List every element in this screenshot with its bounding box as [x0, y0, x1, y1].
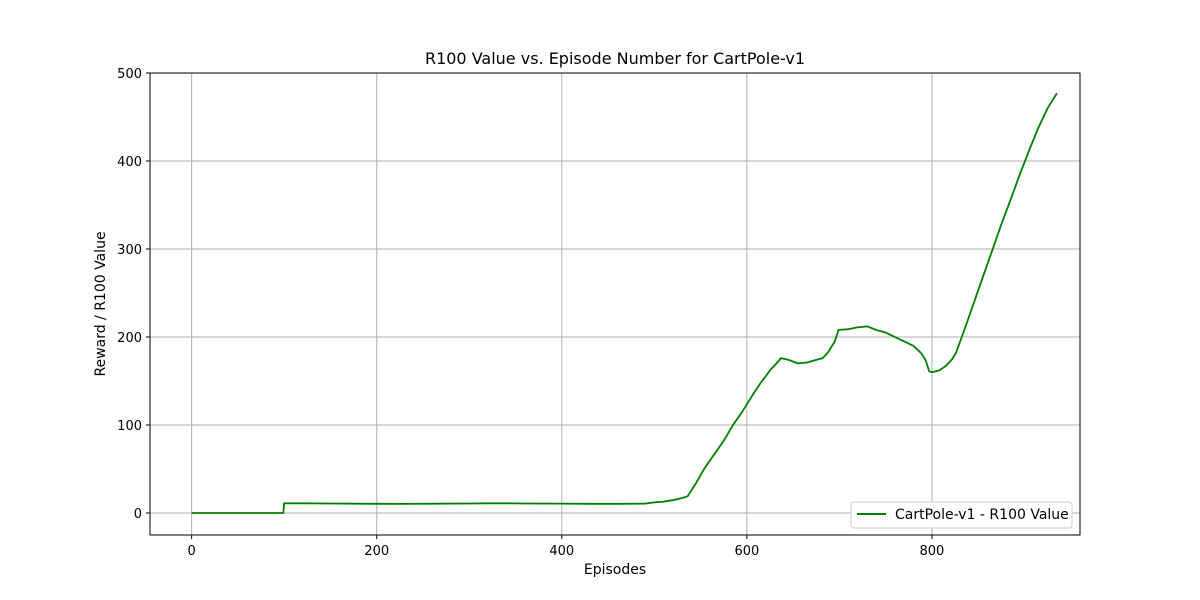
legend: CartPole-v1 - R100 Value: [850, 501, 1073, 529]
x-tick-label: 600: [734, 544, 759, 559]
x-axis-label: Episodes: [584, 562, 646, 578]
y-tick-label: 500: [117, 67, 142, 82]
x-tick-label: 400: [549, 544, 574, 559]
chart-title: R100 Value vs. Episode Number for CartPo…: [425, 49, 805, 68]
y-tick-label: 200: [117, 331, 142, 346]
series-layer: [191, 92, 1058, 514]
x-tick-label: 200: [364, 544, 389, 559]
plot-frame: [149, 72, 1081, 536]
y-tick-label: 400: [117, 155, 142, 170]
y-tick-label: 300: [117, 243, 142, 258]
legend-label: CartPole-v1 - R100 Value: [895, 507, 1069, 523]
x-tick-label: 800: [920, 544, 945, 559]
legend-box: [850, 501, 1073, 529]
axis-ticks: 0 200 400 600 800 0 100 200 300 400 500: [117, 67, 944, 559]
y-tick-label: 0: [134, 507, 142, 522]
x-tick-label: 0: [188, 544, 196, 559]
y-tick-label: 100: [117, 419, 142, 434]
series-line-cartpole-r100: [191, 92, 1058, 514]
y-axis-label: Reward / R100 Value: [93, 231, 109, 376]
